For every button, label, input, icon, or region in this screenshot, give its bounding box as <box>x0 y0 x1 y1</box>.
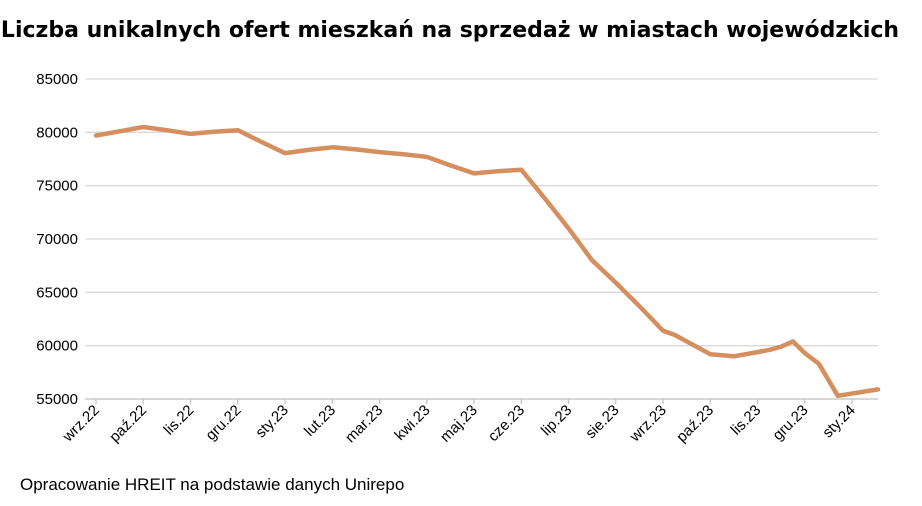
x-tick-label: gru.23 <box>769 402 811 444</box>
y-tick-label: 70000 <box>36 231 78 248</box>
x-axis-tick-labels: wrz.22 paź.22 lis.22 gru.22 sty.23 lut.23 mar.… <box>59 402 859 446</box>
x-tick-label: sty.24 <box>819 402 859 442</box>
x-tick-label: paź.22 <box>106 402 150 446</box>
x-tick-label: lis.22 <box>161 402 198 439</box>
series-layer <box>93 124 881 399</box>
x-tick-label: sty.23 <box>252 402 292 442</box>
x-tick-label: wrz.22 <box>59 402 103 446</box>
x-tick-label: paź.23 <box>673 402 717 446</box>
x-tick-label: lip.23 <box>538 402 575 439</box>
x-tick-label: wrz.23 <box>626 402 670 446</box>
x-tick-label: sie.23 <box>582 402 622 442</box>
y-tick-label: 85000 <box>36 71 78 88</box>
y-tick-label: 65000 <box>36 284 78 301</box>
chart-title: Liczba unikalnych ofert mieszkań na sprz… <box>0 18 900 43</box>
y-tick-label: 60000 <box>36 338 78 355</box>
source-note: Opracowanie HREIT na podstawie danych Un… <box>20 475 405 494</box>
x-tick-label: gru.22 <box>202 402 244 444</box>
y-tick-label: 75000 <box>36 178 78 195</box>
x-tick-label: lut.23 <box>301 402 339 440</box>
x-tick-label: cze.23 <box>485 402 528 445</box>
series-line <box>93 124 881 399</box>
y-tick-label: 80000 <box>36 124 78 141</box>
x-tick-label: kwi.23 <box>391 402 433 444</box>
y-tick-label: 55000 <box>36 391 78 408</box>
y-axis-tick-labels: 55000 60000 65000 70000 75000 80000 85000 <box>36 71 78 408</box>
x-tick-label: mar.23 <box>342 402 386 446</box>
x-tick-label: maj.23 <box>437 402 481 446</box>
gridlines <box>85 78 878 404</box>
x-tick-label: lis.23 <box>728 402 765 439</box>
